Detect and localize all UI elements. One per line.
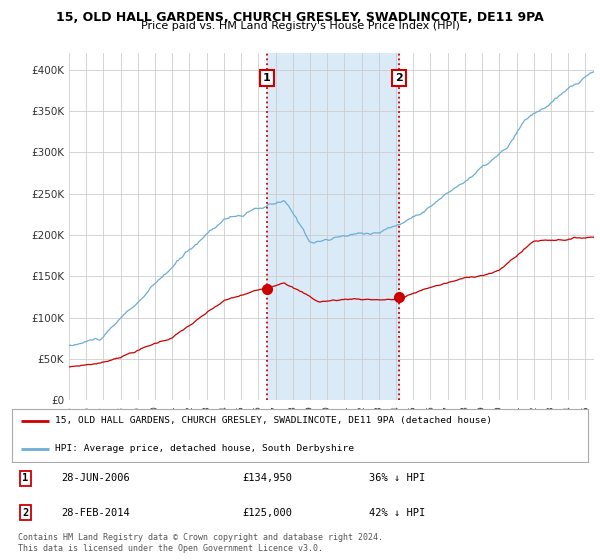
Text: 15, OLD HALL GARDENS, CHURCH GRESLEY, SWADLINCOTE, DE11 9PA: 15, OLD HALL GARDENS, CHURCH GRESLEY, SW…: [56, 11, 544, 24]
Text: 2: 2: [395, 73, 403, 83]
Text: £125,000: £125,000: [242, 508, 292, 517]
Text: 1: 1: [263, 73, 271, 83]
Text: 28-FEB-2014: 28-FEB-2014: [61, 508, 130, 517]
Text: £134,950: £134,950: [242, 473, 292, 483]
Text: 42% ↓ HPI: 42% ↓ HPI: [369, 508, 425, 517]
Text: Price paid vs. HM Land Registry's House Price Index (HPI): Price paid vs. HM Land Registry's House …: [140, 21, 460, 31]
Bar: [267, 53, 399, 400]
Text: HPI: Average price, detached house, South Derbyshire: HPI: Average price, detached house, Sout…: [55, 444, 354, 453]
Text: 28-JUN-2006: 28-JUN-2006: [61, 473, 130, 483]
Text: 36% ↓ HPI: 36% ↓ HPI: [369, 473, 425, 483]
Text: Contains HM Land Registry data © Crown copyright and database right 2024.: Contains HM Land Registry data © Crown c…: [18, 533, 383, 542]
Text: 1: 1: [22, 473, 29, 483]
Text: 2: 2: [22, 508, 29, 517]
Text: This data is licensed under the Open Government Licence v3.0.: This data is licensed under the Open Gov…: [18, 544, 323, 553]
Text: 15, OLD HALL GARDENS, CHURCH GRESLEY, SWADLINCOTE, DE11 9PA (detached house): 15, OLD HALL GARDENS, CHURCH GRESLEY, SW…: [55, 416, 492, 425]
